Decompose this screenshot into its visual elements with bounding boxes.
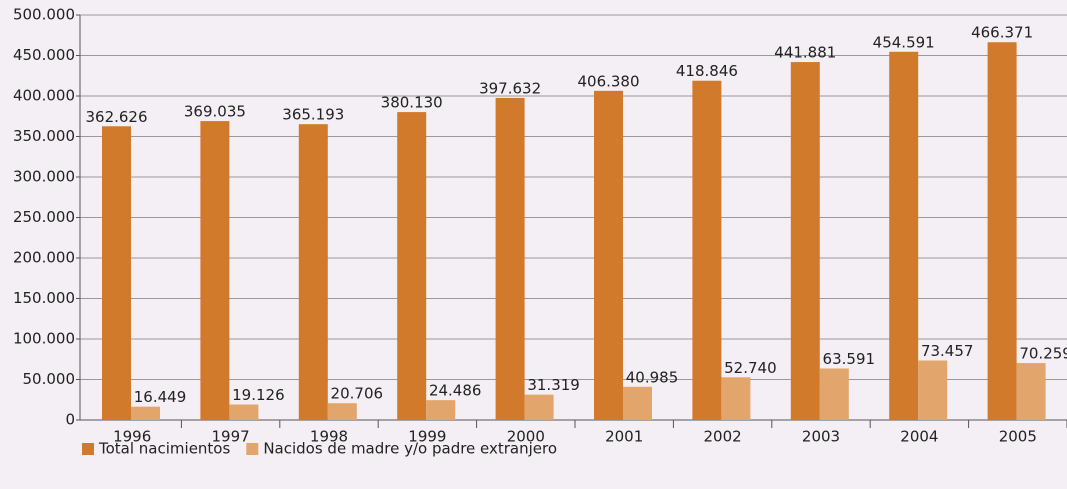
- bar: [623, 386, 652, 420]
- y-tick-label: 350.000: [13, 127, 75, 145]
- x-tick-label: 1996: [113, 428, 151, 446]
- y-tick-label: 0: [65, 411, 75, 429]
- data-label: 466.371: [971, 24, 1033, 42]
- bar: [298, 124, 328, 421]
- x-tick-label: 2002: [704, 428, 742, 446]
- x-tick-label: 2001: [605, 428, 643, 446]
- bar: [918, 360, 948, 420]
- data-label: 362.626: [85, 108, 147, 126]
- data-label: 16.449: [134, 388, 187, 406]
- bar: [495, 97, 525, 420]
- y-tick-label: 100.000: [13, 330, 75, 348]
- data-label: 441.881: [774, 44, 836, 62]
- x-tick-label: 1997: [212, 428, 250, 446]
- y-tick-label: 50.000: [23, 370, 76, 388]
- y-tick-label: 250.000: [13, 208, 75, 226]
- bar: [229, 404, 259, 420]
- x-tick-label: 1998: [310, 428, 348, 446]
- bar: [102, 126, 131, 420]
- y-tick-label: 300.000: [13, 168, 75, 186]
- data-label: 406.380: [577, 72, 639, 90]
- bar: [987, 42, 1017, 420]
- data-label: 63.591: [823, 350, 876, 368]
- bar: [200, 121, 230, 420]
- bar: [397, 112, 427, 421]
- bar: [131, 406, 160, 420]
- data-label: 369.035: [184, 103, 246, 121]
- bar: [692, 80, 722, 420]
- data-label: 73.457: [921, 342, 974, 360]
- bar: [426, 400, 456, 420]
- x-tick-label: 2004: [900, 428, 938, 446]
- bar: [819, 368, 849, 420]
- bar: [721, 377, 751, 420]
- bar: [889, 51, 919, 421]
- data-label: 24.486: [429, 382, 482, 400]
- legend-label: Nacidos de madre y/o padre extranjero: [263, 440, 557, 458]
- y-tick-label: 500.000: [13, 6, 75, 24]
- data-label: 31.319: [527, 376, 580, 394]
- y-tick-label: 450.000: [13, 46, 75, 64]
- legend-swatch: [246, 443, 259, 455]
- legend-swatch: [82, 443, 94, 455]
- x-tick-label: 2000: [507, 428, 545, 446]
- bar: [1016, 363, 1046, 420]
- data-label: 40.985: [626, 368, 679, 386]
- bar: [327, 403, 357, 420]
- x-tick-label: 1999: [408, 428, 446, 446]
- y-tick-label: 150.000: [13, 289, 75, 307]
- bar: [524, 394, 554, 420]
- y-tick-label: 400.000: [13, 87, 75, 105]
- bar: [790, 62, 820, 421]
- legend-label: Total nacimientos: [98, 440, 230, 458]
- data-label: 19.126: [232, 386, 285, 404]
- data-label: 52.740: [724, 359, 777, 377]
- data-label: 397.632: [479, 79, 541, 97]
- bar: [594, 90, 623, 420]
- x-tick-label: 2003: [802, 428, 840, 446]
- data-label: 365.193: [282, 106, 344, 124]
- y-tick-label: 200.000: [13, 249, 75, 267]
- data-label: 70.259: [1019, 345, 1067, 363]
- data-label: 418.846: [676, 62, 738, 80]
- data-label: 454.591: [873, 33, 935, 51]
- data-label: 20.706: [331, 385, 384, 403]
- x-tick-label: 2005: [999, 428, 1037, 446]
- data-label: 380.130: [381, 94, 443, 112]
